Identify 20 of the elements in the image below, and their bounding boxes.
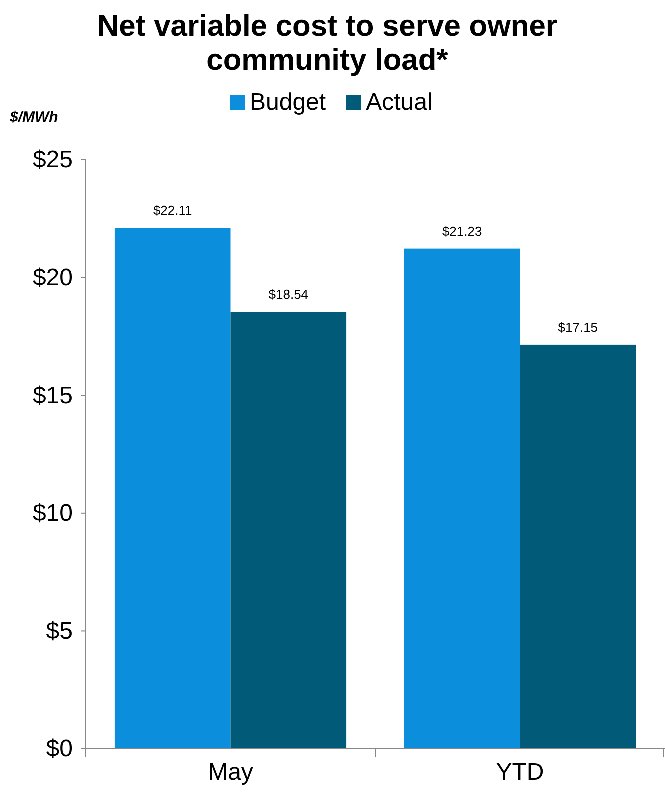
chart-title: Net variable cost to serve owner community load*: [97, 10, 558, 77]
y-tick-label: $10: [32, 500, 73, 528]
bar: [230, 312, 347, 749]
x-tick-label: May: [208, 759, 254, 786]
y-tick-label: $0: [46, 736, 73, 763]
y-tick-label: $15: [32, 382, 73, 410]
y-tick-label: $20: [32, 264, 73, 292]
legend-label: Actual: [366, 89, 433, 116]
bar: [404, 248, 520, 749]
y-tick-label: $5: [46, 618, 73, 645]
data-label: $18.54: [268, 287, 309, 302]
bar: [114, 228, 231, 749]
data-label: $21.23: [442, 224, 482, 239]
y-axis-title: $/MWh: [9, 109, 58, 126]
data-label: $22.11: [153, 203, 192, 218]
legend-label: Budget: [250, 89, 326, 116]
y-tick-label: $25: [32, 146, 73, 174]
bar: [520, 344, 636, 749]
x-tick-label: YTD: [496, 759, 544, 786]
data-label: $17.15: [558, 320, 598, 335]
